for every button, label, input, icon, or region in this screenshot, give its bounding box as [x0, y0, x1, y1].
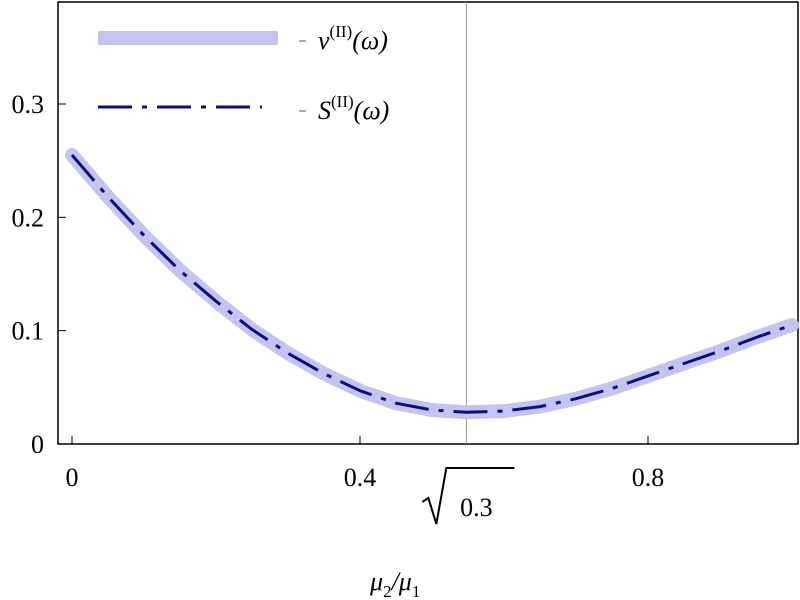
axis-ticks: 0 0.4 0.8 0 0.1 0.2 0.3 [12, 90, 665, 492]
vline-label-text: 0.3 [460, 493, 493, 522]
vline-label: 0.3 [421, 467, 515, 525]
series-line-1 [70, 154, 793, 414]
sqrt-sign-icon [421, 467, 515, 525]
series-line-0 [65, 148, 799, 420]
y-tick-label-0: 0 [31, 430, 44, 459]
x-axis-label: μ2/μ1 [369, 567, 420, 600]
legend-label-nu: ν(II)(ω) [318, 22, 388, 55]
x-tick-label-0: 0 [66, 463, 79, 492]
legend: ν(II)(ω) S(II)(ω) [98, 22, 389, 125]
y-tick-label-2: 0.2 [12, 203, 45, 232]
x-tick-label-1: 0.4 [344, 463, 377, 492]
y-tick-label-3: 0.3 [12, 90, 45, 119]
x-tick-label-2: 0.8 [632, 463, 665, 492]
legend-label-s: S(II)(ω) [318, 92, 389, 125]
plot-frame [57, 1, 799, 445]
y-tick-label-1: 0.1 [12, 317, 45, 346]
curves [65, 148, 799, 420]
